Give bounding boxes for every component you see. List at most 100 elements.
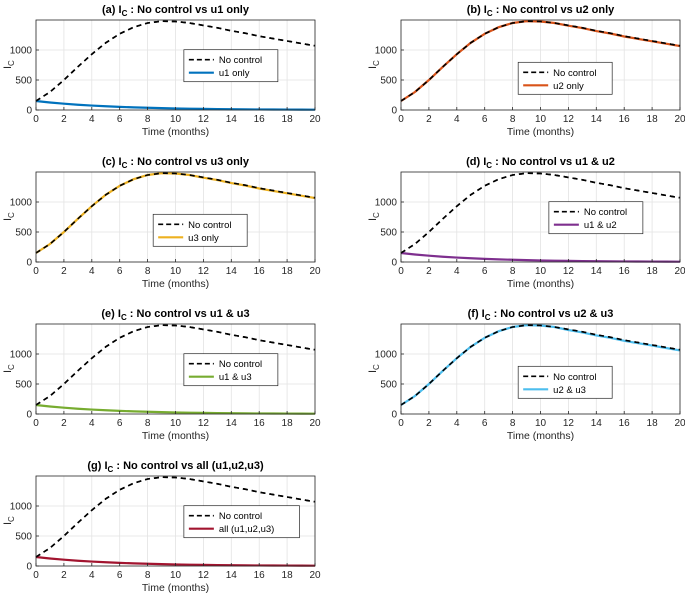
- y-axis-label: IC: [2, 212, 16, 221]
- x-tick-label: 14: [591, 114, 603, 125]
- x-tick-label: 0: [398, 418, 404, 429]
- series-line-no-control-overlay: [400, 20, 681, 102]
- y-tick-label: 500: [380, 76, 397, 87]
- y-tick-label: 1000: [375, 46, 398, 57]
- x-tick-label: 18: [282, 266, 294, 277]
- chart-title-sub: C: [121, 313, 127, 322]
- x-tick-label: 12: [198, 418, 210, 429]
- y-tick-label: 0: [26, 410, 32, 421]
- x-tick-label: 14: [226, 266, 238, 277]
- x-tick-label: 16: [619, 418, 631, 429]
- x-tick-label: 6: [117, 266, 123, 277]
- x-tick-label: 16: [254, 266, 266, 277]
- y-tick-label: 500: [15, 380, 32, 391]
- x-tick-label: 20: [674, 266, 685, 277]
- x-tick-label: 2: [426, 418, 432, 429]
- x-tick-label: 16: [254, 418, 266, 429]
- chart-title-main: (f) I: [468, 308, 485, 320]
- y-tick-label: 0: [391, 106, 397, 117]
- y-axis-label-sub: C: [372, 60, 381, 66]
- chart-title-rest: : No control vs u2 only: [493, 4, 616, 16]
- y-axis-label-main: I: [2, 66, 14, 69]
- legend: No control u1 only: [183, 49, 279, 83]
- x-tick-label: 4: [89, 570, 95, 581]
- x-tick-label: 8: [145, 570, 151, 581]
- y-tick-label: 500: [15, 76, 32, 87]
- x-tick-label: 6: [482, 114, 488, 125]
- x-tick-label: 14: [226, 418, 238, 429]
- y-tick-label: 500: [380, 228, 397, 239]
- legend-label: u2 only: [553, 81, 584, 92]
- chart-title-sub: C: [122, 9, 128, 18]
- x-tick-label: 4: [454, 114, 460, 125]
- x-tick-label: 2: [61, 114, 67, 125]
- legend-label: u3 only: [188, 233, 219, 244]
- legend: No control u1 & u3: [183, 353, 279, 387]
- x-axis-label: Time (months): [142, 430, 209, 442]
- x-tick-label: 12: [563, 114, 575, 125]
- x-tick-label: 10: [170, 114, 182, 125]
- series-line-no-control-overlay: [35, 20, 316, 102]
- chart-title: (a) IC : No control vs u1 only: [102, 4, 250, 18]
- x-tick-label: 18: [647, 418, 659, 429]
- y-tick-label: 1000: [10, 502, 33, 513]
- legend-box: [183, 49, 279, 83]
- legend-label: No control: [584, 207, 627, 218]
- x-tick-label: 4: [89, 418, 95, 429]
- x-tick-label: 0: [398, 266, 404, 277]
- y-tick-label: 0: [26, 562, 32, 573]
- x-tick-label: 12: [198, 266, 210, 277]
- x-tick-label: 10: [170, 266, 182, 277]
- x-tick-label: 0: [33, 266, 39, 277]
- legend-box: [152, 213, 248, 247]
- y-tick-label: 500: [15, 228, 32, 239]
- y-axis-label-sub: C: [372, 364, 381, 370]
- chart-title: (g) IC : No control vs all (u1,u2,u3): [87, 460, 264, 474]
- y-axis-label-main: I: [367, 66, 379, 69]
- chart-title-main: (e) I: [101, 308, 121, 320]
- y-axis-label-sub: C: [7, 516, 16, 522]
- x-tick-label: 12: [198, 570, 210, 581]
- chart-title-sub: C: [487, 9, 493, 18]
- chart-title: (b) IC : No control vs u2 only: [467, 4, 615, 18]
- x-tick-label: 20: [309, 570, 321, 581]
- x-tick-label: 14: [226, 114, 238, 125]
- x-tick-label: 10: [170, 418, 182, 429]
- chart-title-sub: C: [122, 161, 128, 170]
- y-tick-label: 500: [380, 380, 397, 391]
- series-line-no-control-overlay: [35, 172, 316, 254]
- x-tick-label: 14: [226, 570, 238, 581]
- x-tick-label: 4: [89, 266, 95, 277]
- x-tick-label: 12: [563, 418, 575, 429]
- legend-box: [548, 201, 644, 235]
- chart-title: (d) IC : No control vs u1 & u2: [466, 156, 615, 170]
- x-tick-label: 18: [282, 418, 294, 429]
- y-axis-label-sub: C: [7, 364, 16, 370]
- y-axis-label: IC: [2, 364, 16, 373]
- x-axis-label: Time (months): [142, 582, 209, 594]
- legend-box: [517, 365, 613, 399]
- x-tick-label: 16: [254, 114, 266, 125]
- legend-box: [517, 61, 613, 95]
- legend: No control all (u1,u2,u3): [183, 505, 300, 539]
- x-tick-label: 16: [619, 266, 631, 277]
- chart-title-main: (g) I: [87, 460, 107, 472]
- chart-title-sub: C: [485, 313, 491, 322]
- x-tick-label: 4: [454, 266, 460, 277]
- series-line-no-control-overlay: [35, 324, 316, 406]
- x-tick-label: 2: [426, 114, 432, 125]
- legend-label: No control: [553, 372, 596, 383]
- x-tick-label: 2: [61, 418, 67, 429]
- y-axis-label-main: I: [367, 218, 379, 221]
- y-axis-label-main: I: [367, 370, 379, 373]
- y-axis-label-main: I: [2, 522, 14, 525]
- y-tick-label: 0: [391, 410, 397, 421]
- legend-label: all (u1,u2,u3): [219, 524, 274, 535]
- y-tick-label: 1000: [375, 198, 398, 209]
- chart-title-rest: : No control vs u1 only: [127, 4, 250, 16]
- y-axis-label: IC: [367, 364, 381, 373]
